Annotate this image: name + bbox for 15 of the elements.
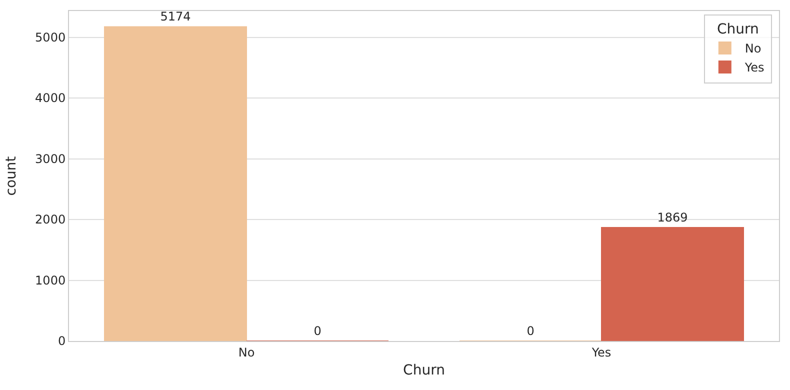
y-tick-label: 3000 [35, 152, 66, 166]
y-tick-label: 1000 [35, 273, 66, 288]
data-label: 5174 [160, 10, 191, 24]
data-label: 0 [526, 324, 534, 338]
y-axis-title: count [4, 156, 20, 196]
y-tick-label: 4000 [35, 91, 66, 106]
legend-label: No [744, 42, 762, 56]
y-tick-label: 2000 [35, 212, 66, 227]
y-tick-label: 5000 [35, 30, 66, 44]
data-label: 1869 [657, 210, 688, 224]
legend-title: Churn [716, 22, 759, 38]
data-label: 0 [314, 324, 322, 338]
x-axis-title: Churn [403, 362, 445, 379]
y-tick-label: 0 [58, 334, 66, 348]
legend-label: Yes [744, 60, 764, 75]
